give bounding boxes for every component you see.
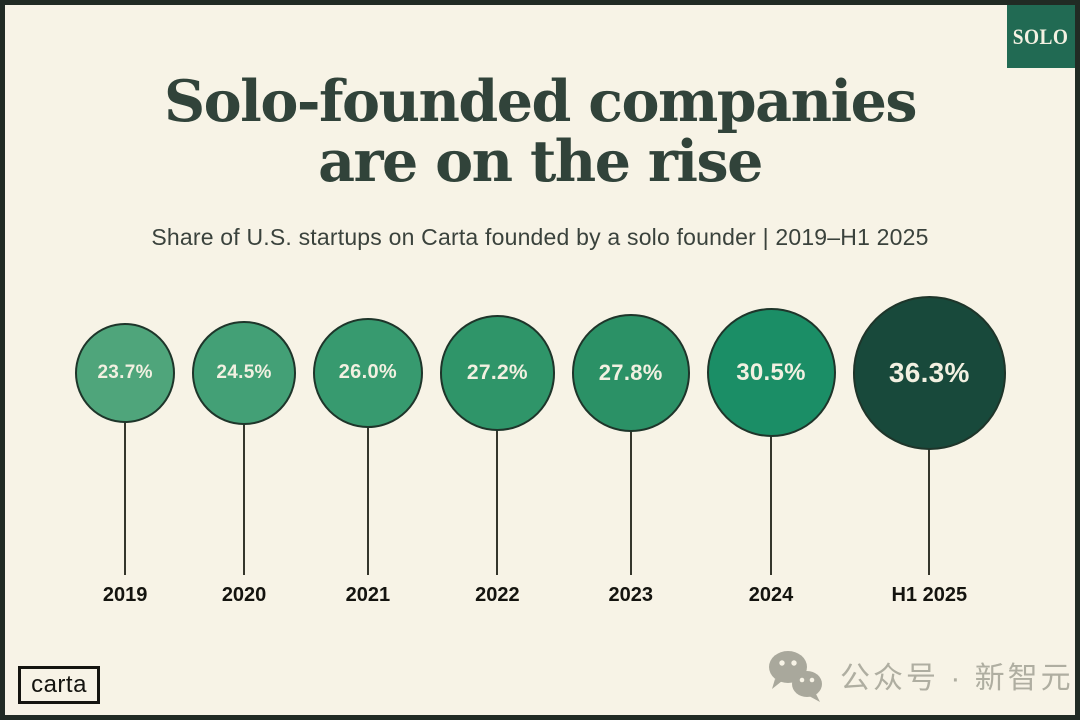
bubble-H1 2025: 36.3% [852, 296, 1007, 450]
bubble-value-label: 26.0% [338, 361, 397, 384]
bubble-2023: 27.8% [571, 314, 690, 432]
axis-label-2024: 2024 [748, 584, 794, 606]
title-line-1: Solo-founded companies [163, 68, 918, 135]
bubble-value-label: 23.7% [97, 361, 153, 383]
bubble-2021: 26.0% [312, 318, 423, 428]
bubble-2022: 27.2% [439, 315, 555, 431]
wechat-icon [769, 651, 822, 702]
axis-label-2023: 2023 [608, 584, 653, 606]
watermark: 公众号 · 新智元 [764, 646, 1074, 704]
bubble-value-label: 27.2% [466, 360, 528, 384]
stem-2020 [243, 422, 246, 575]
axis-label-2022: 2022 [475, 584, 520, 606]
axis-label-2021: 2021 [345, 584, 391, 606]
bubble-value-label: 36.3% [888, 356, 970, 388]
stem-H1 2025 [928, 447, 931, 575]
bubble-2020: 24.5% [192, 321, 296, 425]
axis-label-2019: 2019 [102, 584, 148, 606]
bubble-value-label: 24.5% [216, 361, 272, 383]
carta-logo: carta [18, 666, 100, 704]
bubble-value-label: 27.8% [598, 359, 663, 385]
stem-2021 [366, 425, 369, 575]
bubble-value-label: 30.5% [736, 358, 806, 386]
stem-2022 [496, 428, 499, 575]
bubble-2019: 23.7% [75, 322, 176, 424]
watermark-text: 公众号 · 新智元 [840, 662, 1074, 695]
chart-subtitle: Share of U.S. startups on Carta founded … [151, 224, 929, 250]
stem-2023 [629, 429, 632, 575]
axis-label-2020: 2020 [221, 584, 267, 606]
stem-2019 [124, 421, 127, 575]
axis-label-H1 2025: H1 2025 [891, 584, 968, 606]
solo-badge: SOLO [1007, 5, 1075, 68]
title-line-2: are on the rise [318, 128, 763, 196]
stem-2024 [770, 435, 773, 575]
solo-badge-label: SOLO [1013, 23, 1069, 49]
chart-title: Solo-founded companies are on the rise [0, 68, 1080, 196]
bubble-2024: 30.5% [706, 308, 836, 438]
